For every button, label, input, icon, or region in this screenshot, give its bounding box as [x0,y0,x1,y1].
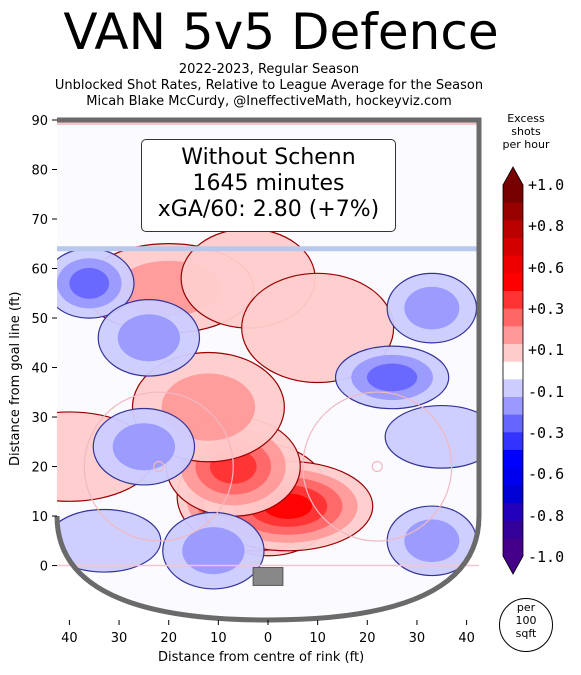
y-tick-label: 20 [31,461,48,476]
colorbar-tick: -0.1 [528,383,565,401]
faceoff-dot [153,460,165,473]
colorbar-tick: -0.3 [528,424,565,442]
contour-level [117,314,181,362]
colorbar-swatch [503,220,523,239]
x-tick-label: 0 [264,631,272,646]
colorbar-swatch [503,467,523,486]
faceoff-dot [371,460,383,473]
colorbar-swatch [503,344,523,363]
rink-boards [54,117,482,623]
colorbar-tick: -0.6 [528,465,565,483]
colorbar-tick: +1.0 [528,176,565,194]
y-tick-label: 60 [31,263,48,278]
colorbar-swatch [503,485,523,504]
subtitle-line-1: 2022-2023, Regular Season [178,62,360,77]
contour-level [69,267,110,299]
info-box-team-context: Without Schenn [181,145,356,170]
colorbar-outline [502,166,524,575]
colorbar-swatch [503,326,523,345]
per-badge-line-3: sqft [515,627,537,640]
subtitle-line-2: Unblocked Shot Rates, Relative to League… [54,78,484,93]
colorbar-swatch [503,238,523,257]
y-tick-label: 70 [31,213,48,228]
colorbar-swatch [503,291,523,310]
y-tick-label: 50 [31,312,48,327]
y-tick-label: 0 [40,560,48,575]
colorbar-swatch [503,520,523,539]
info-box-xga: xGA/60: 2.80 (+7%) [157,197,380,222]
x-tick-label: 30 [409,631,426,646]
per-badge-line-1: per [516,601,536,614]
colorbar-bottom-arrow [503,556,523,574]
goal-net [252,567,284,586]
heatmap-layer [57,228,479,590]
subtitle-line-3: Micah Blake McCurdy, @IneffectiveMath, h… [86,94,452,109]
colorbar-swatch [503,255,523,274]
contour-level [182,527,245,575]
contour-level [404,519,460,563]
colorbar-tick: -0.8 [528,507,565,525]
info-box: Without Schenn 1645 minutes xGA/60: 2.80… [141,139,396,232]
colorbar-label-line-3: per hour [502,138,550,151]
y-tick-label: 80 [31,164,48,179]
x-tick-label: 40 [458,631,475,646]
contour-level [404,286,460,330]
y-tick-label: 40 [31,362,48,377]
colorbar-swatch [503,185,523,204]
colorbar-tick: +0.1 [528,341,565,359]
faceoff-circle [83,391,234,542]
colorbar-swatch [503,503,523,522]
x-tick-label: 20 [359,631,376,646]
colorbar-tick: +0.6 [528,259,565,277]
per-badge-line-2: 100 [515,614,537,627]
per-100-sqft-badge: per 100 sqft [499,598,553,652]
colorbar-swatch [503,414,523,433]
x-tick-label: 30 [111,631,128,646]
colorbar-swatch [503,397,523,416]
colorbar-label-line-2: shots [511,125,541,138]
page-title: VAN 5v5 Defence [63,3,499,61]
info-box-minutes: 1645 minutes [192,171,345,196]
y-tick-label: 90 [31,114,48,129]
contour-level [384,404,479,469]
y-axis-label: Distance from goal line (ft) [8,291,23,466]
y-tick-label: 10 [31,510,48,525]
colorbar-swatch [503,450,523,469]
colorbar-swatch [503,202,523,221]
x-tick-label: 10 [309,631,326,646]
colorbar-swatch [503,538,523,557]
colorbar-top-arrow [503,167,523,185]
contour-level [366,363,418,392]
colorbar-swatch [503,273,523,292]
colorbar-tick: +0.3 [528,300,565,318]
colorbar-label: Excess shots per hour [494,112,558,151]
colorbar-swatch [503,379,523,398]
y-tick-label: 30 [31,411,48,426]
x-tick-label: 40 [61,631,78,646]
x-tick-label: 10 [210,631,227,646]
faceoff-circle [302,391,453,542]
colorbar-swatch [503,432,523,451]
colorbar-swatch [503,361,523,380]
x-axis-label: Distance from centre of rink (ft) [158,650,365,665]
contour-level [112,423,176,471]
x-tick-label: 20 [160,631,177,646]
colorbar-swatch [503,308,523,327]
colorbar-label-line-1: Excess [507,112,545,125]
contour-level [57,508,162,573]
colorbar-tick: -1.0 [528,548,565,566]
colorbar-tick: +0.8 [528,217,565,235]
